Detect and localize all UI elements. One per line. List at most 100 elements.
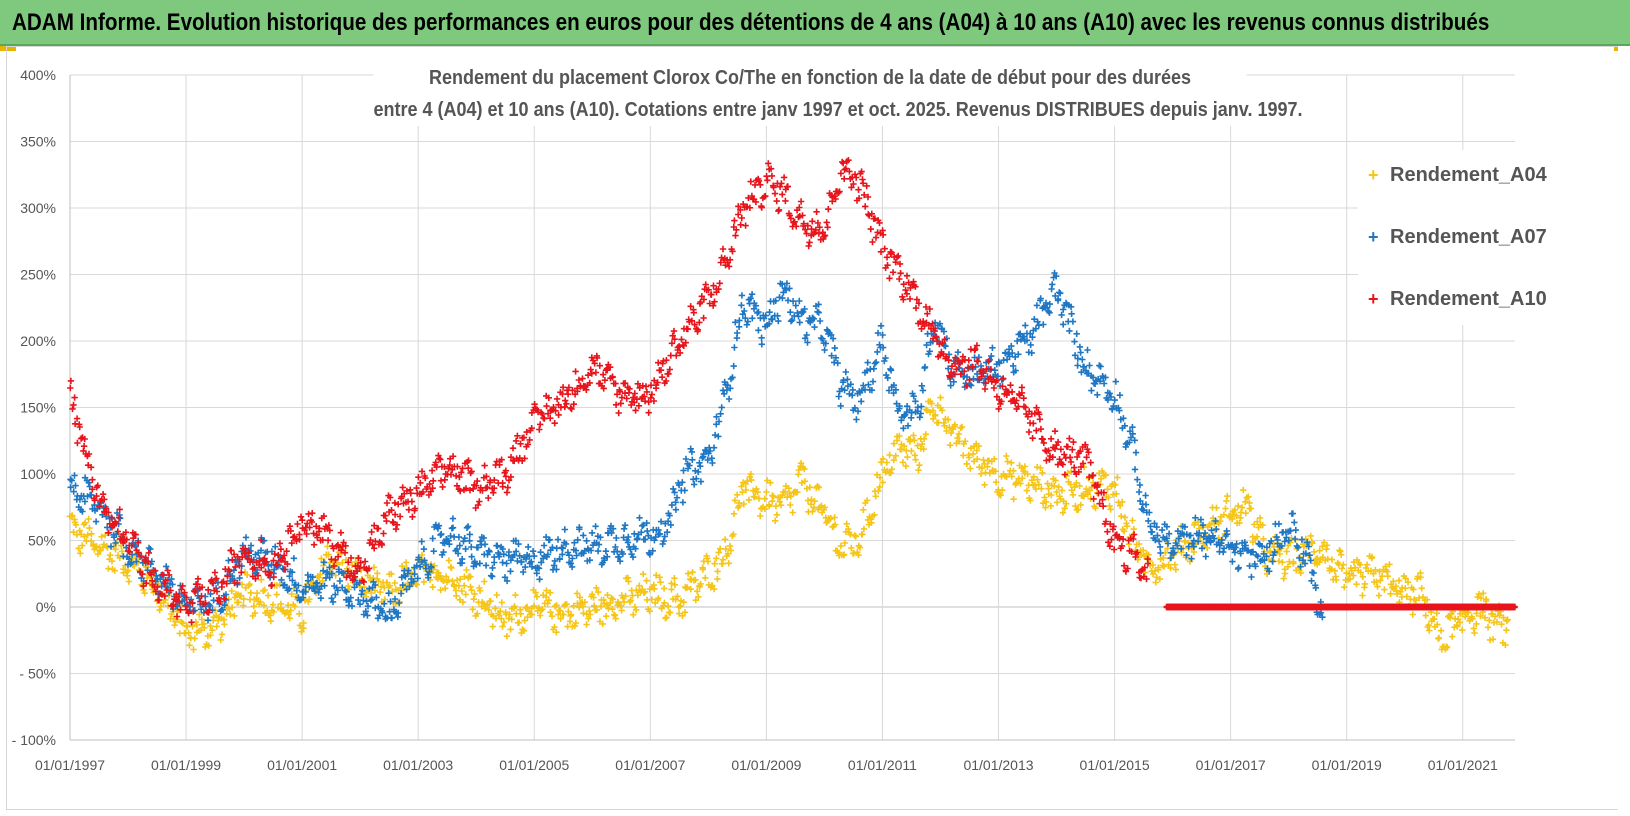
point-rendement-a07: [667, 521, 674, 529]
point-rendement-a04: [1037, 464, 1044, 472]
point-rendement-a04: [111, 567, 118, 574]
point-rendement-a04: [625, 578, 632, 585]
point-rendement-a04: [738, 483, 745, 490]
point-rendement-a10: [716, 280, 723, 287]
point-rendement-a07: [468, 553, 475, 560]
point-rendement-a04: [94, 550, 102, 558]
point-rendement-a04: [695, 593, 702, 601]
point-rendement-a07: [219, 606, 226, 613]
point-rendement-a04: [398, 563, 406, 570]
point-rendement-a04: [1032, 485, 1039, 493]
point-rendement-a04: [730, 531, 737, 538]
point-rendement-a04: [721, 536, 729, 543]
point-rendement-a04: [772, 517, 779, 524]
point-rendement-a04: [604, 591, 611, 599]
point-rendement-a07: [67, 484, 74, 491]
point-rendement-a10: [757, 181, 764, 188]
point-rendement-a04: [1092, 504, 1099, 512]
point-rendement-a04: [1039, 500, 1047, 507]
point-rendement-a10: [280, 566, 288, 573]
point-rendement-a07: [730, 362, 737, 370]
point-rendement-a04: [1353, 581, 1360, 588]
point-rendement-a04: [118, 548, 126, 555]
point-rendement-a10: [1007, 382, 1014, 389]
point-rendement-a04: [1171, 561, 1179, 568]
point-rendement-a04: [251, 609, 259, 617]
point-rendement-a04: [954, 434, 961, 442]
point-rendement-a10: [642, 383, 650, 390]
point-rendement-a04: [675, 610, 683, 617]
point-rendement-a04: [879, 479, 886, 486]
point-rendement-a04: [1307, 532, 1314, 540]
point-rendement-a07: [92, 518, 100, 525]
point-rendement-a07: [853, 416, 860, 423]
point-rendement-a04: [1500, 614, 1507, 621]
point-rendement-a07: [81, 498, 89, 505]
point-rendement-a04: [599, 620, 606, 628]
point-rendement-a04: [261, 586, 268, 594]
point-rendement-a07: [731, 344, 738, 351]
point-rendement-a07: [299, 594, 307, 601]
point-rendement-a04: [1052, 477, 1059, 484]
point-rendement-a04: [722, 545, 729, 553]
point-rendement-a04: [183, 623, 191, 630]
point-rendement-a04: [1227, 512, 1234, 519]
point-rendement-a07: [651, 537, 658, 544]
x-tick-label: 01/01/2013: [963, 757, 1033, 773]
point-rendement-a04: [197, 626, 205, 634]
point-rendement-a07: [418, 538, 425, 545]
point-rendement-a07: [1156, 543, 1164, 551]
point-rendement-a07: [666, 512, 673, 519]
point-rendement-a10: [700, 314, 707, 322]
point-rendement-a07: [735, 323, 743, 330]
point-rendement-a04: [974, 455, 981, 463]
point-rendement-a04: [1362, 564, 1370, 572]
point-rendement-a07: [379, 609, 386, 616]
point-rendement-a04: [468, 587, 475, 594]
point-rendement-a04: [1083, 485, 1090, 493]
point-rendement-a04: [632, 606, 640, 614]
point-rendement-a04: [860, 506, 867, 513]
point-rendement-a07: [466, 537, 473, 544]
point-rendement-a07: [1071, 338, 1078, 345]
point-rendement-a04: [668, 580, 675, 587]
point-rendement-a04: [1418, 585, 1425, 592]
point-rendement-a07: [447, 532, 454, 540]
point-rendement-a10: [778, 180, 785, 187]
point-rendement-a10: [1087, 459, 1094, 466]
point-rendement-a04: [70, 529, 77, 536]
point-rendement-a07: [537, 549, 544, 556]
point-rendement-a07: [565, 552, 573, 559]
point-rendement-a07: [556, 555, 563, 562]
point-rendement-a04: [1359, 592, 1366, 599]
point-rendement-a07: [664, 529, 671, 536]
point-rendement-a04: [1493, 618, 1501, 626]
point-rendement-a07: [787, 318, 795, 325]
point-rendement-a04: [88, 530, 95, 537]
point-rendement-a04: [1084, 491, 1091, 498]
x-tick-label: 01/01/2003: [383, 757, 453, 773]
point-rendement-a10: [67, 384, 74, 392]
point-rendement-a04: [1130, 525, 1137, 533]
point-rendement-a04: [785, 485, 792, 492]
point-rendement-a10: [536, 426, 543, 433]
point-rendement-a07: [359, 587, 366, 594]
point-rendement-a04: [196, 611, 203, 618]
point-rendement-a04: [1459, 626, 1466, 634]
point-rendement-a07: [592, 523, 599, 530]
point-rendement-a07: [528, 563, 536, 570]
point-rendement-a07: [289, 577, 296, 584]
point-rendement-a07: [621, 522, 629, 529]
point-rendement-a10: [380, 530, 387, 537]
point-rendement-a07: [664, 518, 672, 525]
point-rendement-a04: [545, 597, 553, 604]
point-rendement-a07: [329, 598, 337, 606]
point-rendement-a07: [586, 557, 593, 564]
point-rendement-a04: [1422, 612, 1429, 619]
point-rendement-a07: [207, 590, 214, 598]
point-rendement-a07: [670, 485, 677, 493]
point-rendement-a04: [640, 570, 647, 578]
point-rendement-a04: [530, 602, 538, 610]
point-rendement-a04: [801, 478, 809, 485]
point-rendement-a10: [1066, 454, 1074, 461]
